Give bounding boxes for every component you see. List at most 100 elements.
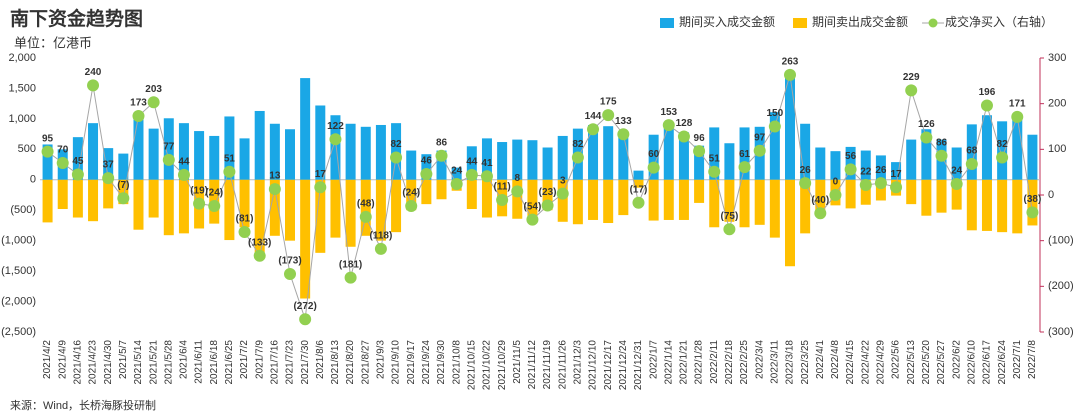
net-dot (465, 168, 478, 181)
bar (981, 115, 992, 180)
net-dot (844, 163, 857, 176)
x-tick-label: 2021/5/21 (148, 340, 159, 385)
bar (951, 179, 962, 210)
bar (360, 126, 371, 180)
y2-tick-label: 0 (1048, 189, 1054, 201)
source: 来源：Wind，长桥海豚投研制 (10, 398, 156, 412)
net-dot (374, 242, 387, 255)
data-label: 175 (600, 97, 617, 108)
bar (951, 147, 962, 180)
bar (72, 179, 83, 218)
x-tick-label: 2022/1/28 (694, 340, 705, 385)
bar (588, 124, 599, 180)
bar (603, 126, 614, 180)
net-dot (117, 192, 130, 205)
net-dot (253, 249, 266, 262)
net-dot (329, 133, 342, 146)
data-label: (133) (248, 237, 271, 248)
net-dot (1026, 206, 1039, 219)
bar (678, 132, 689, 180)
data-label: (75) (720, 211, 738, 222)
x-tick-label: 2022/5/27 (936, 340, 947, 385)
x-tick-label: 2021/8/27 (360, 340, 371, 385)
data-label: (7) (117, 180, 129, 191)
y2-tick-label: 300 (1048, 52, 1066, 64)
bar (739, 179, 750, 228)
net-dot (541, 199, 554, 212)
net-dot (480, 170, 493, 183)
y-tick-label: 2,000 (8, 52, 36, 64)
data-label: (48) (357, 199, 375, 210)
data-label: 171 (1009, 99, 1026, 110)
x-tick-label: 2021/9/30 (436, 340, 447, 385)
data-label: 45 (72, 156, 84, 167)
bar (88, 179, 99, 222)
data-label: 26 (800, 165, 812, 176)
bar (436, 179, 447, 200)
bar (285, 129, 295, 180)
x-tick-label: 2022/1/21 (679, 340, 690, 385)
bar (997, 121, 1008, 180)
net-dot (299, 313, 312, 326)
net-dot (268, 183, 281, 196)
y-tick-label: 1,000 (8, 113, 36, 125)
data-label: 229 (903, 72, 920, 83)
x-tick-label: 2021/11/12 (527, 340, 538, 390)
x-tick-label: 2021/9/10 (391, 340, 402, 385)
bar (300, 179, 311, 299)
net-dot (208, 199, 221, 212)
bar (406, 179, 417, 211)
x-tick-label: 2022/5/6 (891, 340, 902, 379)
x-tick-label: 2021/7/30 (300, 340, 311, 385)
data-label: 22 (860, 167, 872, 178)
bar (481, 179, 492, 218)
net-dot (177, 168, 190, 181)
x-tick-label: 2021/8/6 (315, 340, 326, 379)
x-tick-label: 2021/10/29 (497, 340, 508, 390)
data-label: 13 (269, 171, 281, 182)
y-tick-label: 0 (30, 174, 36, 186)
x-tick-label: 2021/12/24 (618, 340, 629, 390)
bar (239, 179, 250, 228)
x-tick-label: 2021/6/11 (194, 340, 205, 384)
bar (678, 179, 689, 220)
bar (724, 179, 735, 222)
bar (694, 179, 705, 203)
bar (254, 110, 265, 180)
net-dot (359, 210, 372, 223)
x-tick-label: 2022/4/29 (876, 340, 887, 385)
x-tick-label: 2022/6/10 (966, 340, 977, 385)
bar (815, 179, 826, 214)
data-label: 153 (660, 107, 677, 118)
bar (481, 138, 492, 180)
net-dot (905, 84, 918, 97)
data-label: (24) (205, 188, 223, 199)
data-label: (81) (236, 214, 254, 225)
y2-tick-label: (200) (1048, 280, 1074, 292)
x-tick-label: 2021/6/18 (209, 340, 220, 385)
net-dot (647, 161, 660, 174)
x-tick-label: 2021/11/19 (542, 340, 553, 390)
x-tick-label: 2021/7/9 (254, 340, 265, 379)
data-label: (54) (524, 201, 542, 212)
bar (269, 179, 280, 236)
net-dot (147, 96, 160, 109)
bar (118, 153, 129, 180)
net-dot (935, 149, 948, 162)
data-label: (17) (630, 184, 648, 195)
bar (72, 137, 83, 180)
net-dot (602, 109, 615, 122)
bar (785, 76, 795, 180)
data-label: (11) (494, 182, 511, 193)
bar (391, 179, 402, 233)
bar (648, 179, 659, 221)
y-tick-label: (2,500) (1, 326, 36, 338)
bar (709, 179, 720, 228)
net-dot (662, 119, 675, 132)
net-dot (829, 189, 842, 201)
y-tick-label: (500) (10, 204, 36, 216)
data-label: 95 (42, 133, 54, 144)
data-label: 82 (390, 139, 402, 150)
bar (451, 167, 462, 180)
bar (391, 123, 402, 180)
